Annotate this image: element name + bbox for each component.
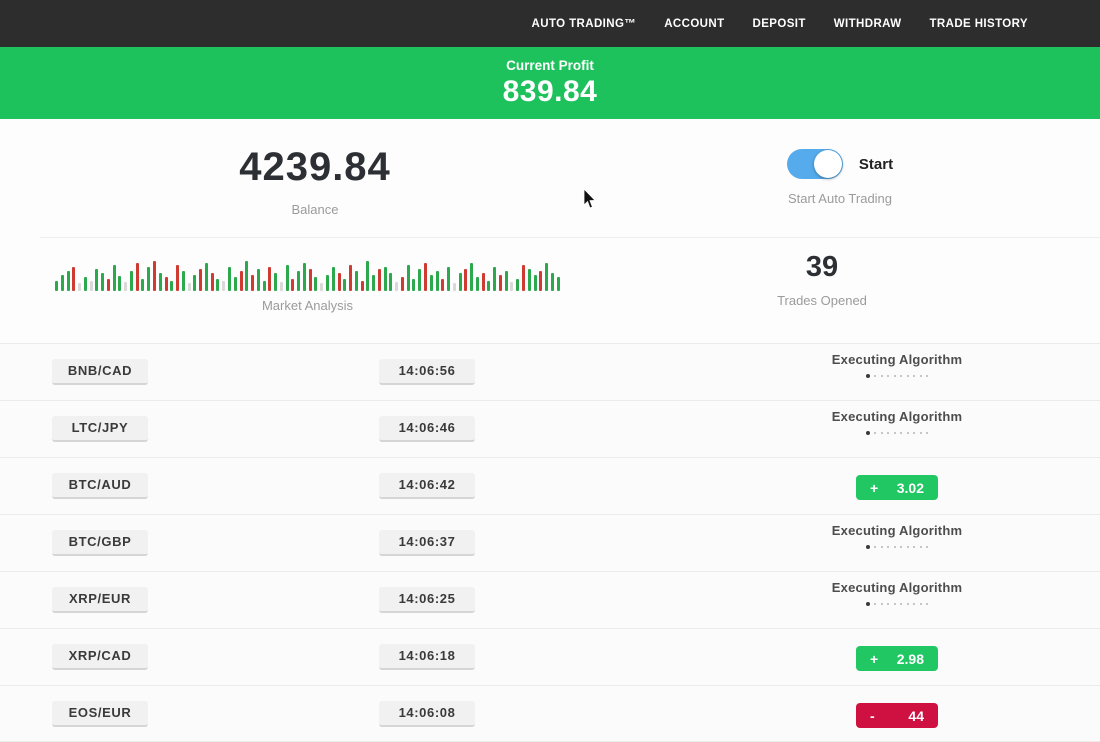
- toggle-knob: [813, 150, 842, 178]
- time-badge: 14:06:56: [379, 359, 475, 385]
- time-badge: 14:06:18: [379, 644, 475, 670]
- trade-row: BTC/GBP 14:06:37 Executing Algorithm: [0, 514, 1100, 571]
- result-sign: +: [870, 650, 879, 667]
- executing-algorithm-label: Executing Algorithm: [831, 523, 963, 538]
- time-badge: 14:06:25: [379, 587, 475, 613]
- loading-dots: [812, 374, 982, 378]
- nav-item-deposit[interactable]: DEPOSIT: [752, 17, 806, 30]
- pair-badge: EOS/EUR: [52, 701, 148, 727]
- result-sign: -: [870, 707, 875, 724]
- balance-value: 4239.84: [239, 145, 391, 189]
- loading-dots: [812, 431, 982, 435]
- market-analysis-block: Market Analysis: [55, 259, 560, 313]
- loss-badge: - 44: [856, 703, 938, 728]
- nav-item-trade-history[interactable]: TRADE HISTORY: [929, 17, 1028, 30]
- stats-section: 4239.84 Balance Start Start Auto Trading…: [0, 119, 1100, 343]
- toggle-start-label: Start: [858, 155, 894, 173]
- trade-row: EOS/EUR 14:06:08 - 44: [0, 685, 1100, 742]
- balance-block: 4239.84 Balance: [160, 145, 470, 217]
- start-auto-trading-toggle[interactable]: [786, 149, 843, 179]
- trades-opened-block: 39 Trades Opened: [742, 251, 902, 308]
- profit-badge: +3.02: [856, 475, 938, 500]
- current-profit-value: 839.84: [502, 74, 598, 108]
- auto-trading-block: Start Start Auto Trading: [780, 149, 900, 206]
- time-badge: 14:06:42: [379, 473, 475, 499]
- loading-dots: [812, 545, 982, 549]
- pair-badge: BTC/GBP: [52, 530, 148, 556]
- nav-item-account[interactable]: ACCOUNT: [664, 17, 725, 30]
- market-analysis-chart: [55, 259, 560, 291]
- trade-row: XRP/EUR 14:06:25 Executing Algorithm: [0, 571, 1100, 628]
- nav-item-withdraw[interactable]: WITHDRAW: [833, 17, 902, 30]
- time-badge: 14:06:37: [379, 530, 475, 556]
- profit-badge: +2.98: [856, 646, 938, 671]
- trade-row: XRP/CAD 14:06:18 +2.98: [0, 628, 1100, 685]
- loading-dots: [812, 602, 982, 606]
- executing-algorithm-label: Executing Algorithm: [831, 352, 963, 367]
- trade-list: BNB/CAD 14:06:56 Executing Algorithm LTC/JP…: [0, 343, 1100, 742]
- result-sign: +: [870, 479, 879, 496]
- pair-badge: XRP/CAD: [52, 644, 148, 670]
- current-profit-label: Current Profit: [506, 57, 594, 73]
- executing-algorithm-label: Executing Algorithm: [831, 580, 963, 595]
- pair-badge: LTC/JPY: [52, 416, 148, 442]
- result-amount: 2.98: [896, 650, 924, 667]
- pair-badge: BNB/CAD: [52, 359, 148, 385]
- current-profit-banner: Current Profit 839.84: [0, 47, 1100, 119]
- trades-opened-label: Trades Opened: [777, 293, 867, 308]
- nav-item-auto-trading[interactable]: AUTO TRADING™: [531, 17, 637, 30]
- time-badge: 14:06:46: [379, 416, 475, 442]
- market-analysis-label: Market Analysis: [261, 298, 354, 313]
- result-amount: 3.02: [896, 479, 924, 496]
- stats-divider: [40, 237, 1100, 238]
- trade-row: BNB/CAD 14:06:56 Executing Algorithm: [0, 343, 1100, 400]
- trade-status-executing: Executing Algorithm: [812, 580, 982, 606]
- trade-row: LTC/JPY 14:06:46 Executing Algorithm: [0, 400, 1100, 457]
- start-auto-trading-label: Start Auto Trading: [787, 191, 893, 206]
- trade-status-executing: Executing Algorithm: [812, 352, 982, 378]
- trade-row: BTC/AUD 14:06:42 +3.02: [0, 457, 1100, 514]
- trade-status-executing: Executing Algorithm: [812, 409, 982, 435]
- result-amount: 44: [908, 707, 924, 724]
- trade-status-executing: Executing Algorithm: [812, 523, 982, 549]
- trades-opened-value: 39: [805, 251, 839, 283]
- pair-badge: BTC/AUD: [52, 473, 148, 499]
- executing-algorithm-label: Executing Algorithm: [831, 409, 963, 424]
- top-navbar: AUTO TRADING™ ACCOUNT DEPOSIT WITHDRAW TRADE…: [0, 0, 1100, 47]
- balance-label: Balance: [291, 202, 339, 217]
- pair-badge: XRP/EUR: [52, 587, 148, 613]
- time-badge: 14:06:08: [379, 701, 475, 727]
